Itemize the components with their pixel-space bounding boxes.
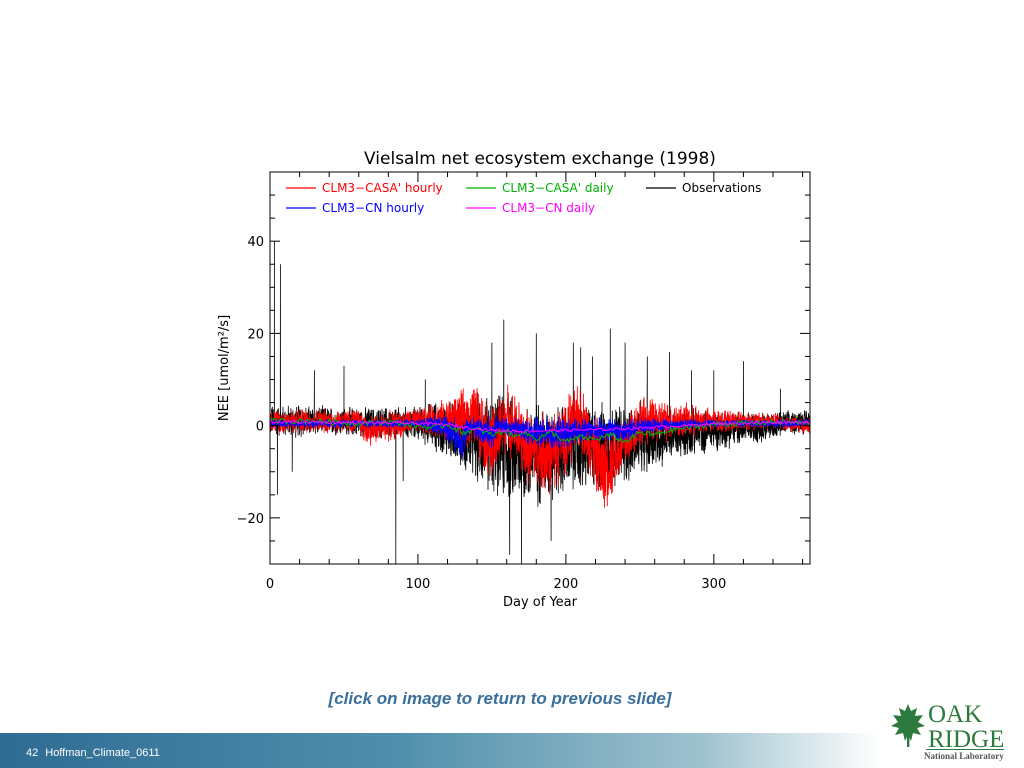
logo-text-oak: OAK xyxy=(928,701,983,728)
legend-label-clm3-casa-daily: CLM3−CASA' daily xyxy=(502,181,614,195)
legend-label-clm3-casa-hourly: CLM3−CASA' hourly xyxy=(322,181,443,195)
series-line-clm3-cn-daily xyxy=(270,419,810,433)
x-tick-label: 300 xyxy=(701,577,726,592)
slide-number: 42 xyxy=(26,747,39,759)
y-tick-label: 40 xyxy=(247,235,264,250)
chart[interactable]: Vielsalm net ecosystem exchange (1998) 0… xyxy=(200,140,820,620)
footer-bar: 42 Hoffman_Climate_0611 xyxy=(0,733,880,768)
deck-name: Hoffman_Climate_0611 xyxy=(45,747,160,759)
x-tick-label: 100 xyxy=(406,577,431,592)
legend-label-clm3-cn-hourly: CLM3−CN hourly xyxy=(322,201,424,215)
y-tick-label: −20 xyxy=(237,512,264,527)
legend-label-observations: Observations xyxy=(682,181,761,195)
series-line-clm3-casa-daily xyxy=(270,417,810,444)
oak-ridge-logo: OAK RIDGE National Laboratory xyxy=(888,700,1008,764)
logo-text-lab: National Laboratory xyxy=(924,751,1004,761)
chart-svg: Vielsalm net ecosystem exchange (1998) 0… xyxy=(217,149,811,610)
x-axis-label: Day of Year xyxy=(503,595,578,610)
logo-rule xyxy=(926,749,1004,750)
y-tick-label: 20 xyxy=(247,327,264,342)
chart-title: Vielsalm net ecosystem exchange (1998) xyxy=(364,149,716,169)
plot-frame xyxy=(269,171,811,565)
x-tick-label: 200 xyxy=(553,577,578,592)
axis-tick-labels: 0 100 200 300 −20 0 20 40 xyxy=(237,235,727,592)
y-tick-label: 0 xyxy=(256,420,264,435)
legend: CLM3−CASA' hourly CLM3−CASA' daily Observa… xyxy=(286,181,761,215)
axis-ticks xyxy=(269,172,810,564)
return-link[interactable]: [click on image to return to previous sl… xyxy=(328,689,672,708)
logo-text-ridge: RIDGE xyxy=(928,726,1005,753)
footer-text: 42 Hoffman_Climate_0611 xyxy=(26,747,167,759)
series-line-observations xyxy=(270,241,810,564)
series-line-clm3-cn-hourly xyxy=(270,415,810,458)
leaf-icon xyxy=(891,704,925,747)
legend-label-clm3-cn-daily: CLM3−CN daily xyxy=(502,201,595,215)
y-axis-label: NEE [umol/m²/s] xyxy=(217,315,232,421)
x-tick-label: 0 xyxy=(266,577,274,592)
